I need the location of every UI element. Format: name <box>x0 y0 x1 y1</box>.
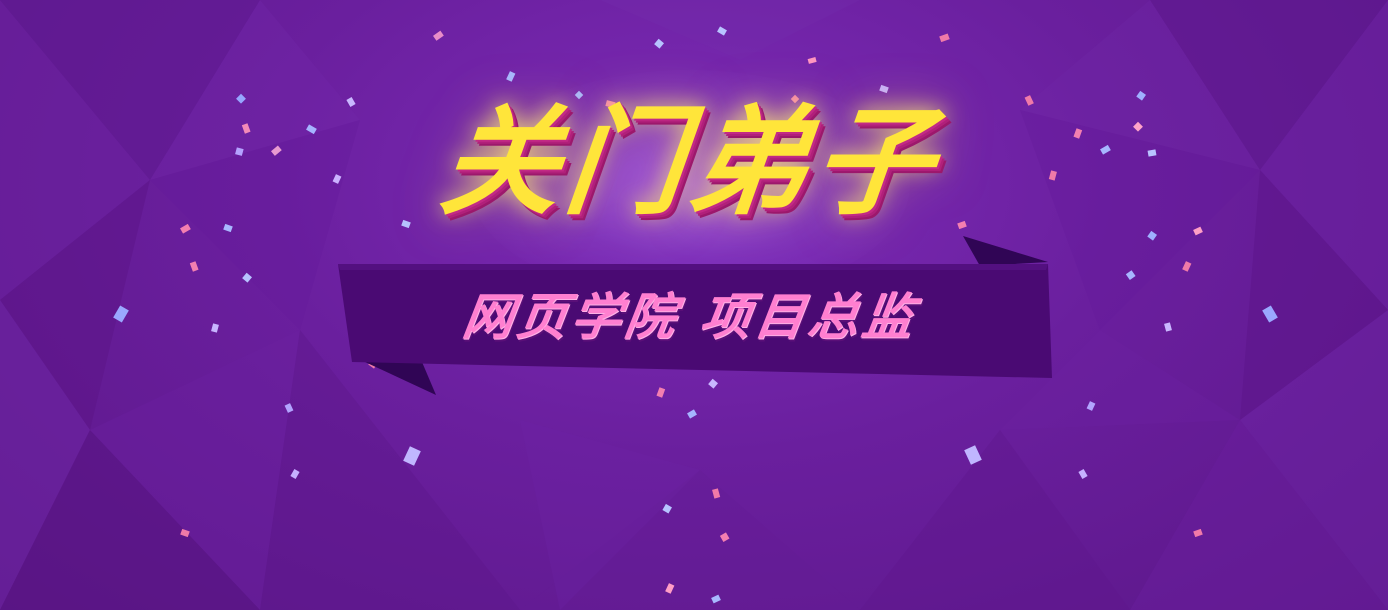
banner-title: 关门弟子 <box>434 92 946 231</box>
title-glow <box>470 70 910 300</box>
subtitle-ribbon <box>338 236 1052 395</box>
banner-subtitle: 网页学院 项目总监 <box>459 287 921 346</box>
